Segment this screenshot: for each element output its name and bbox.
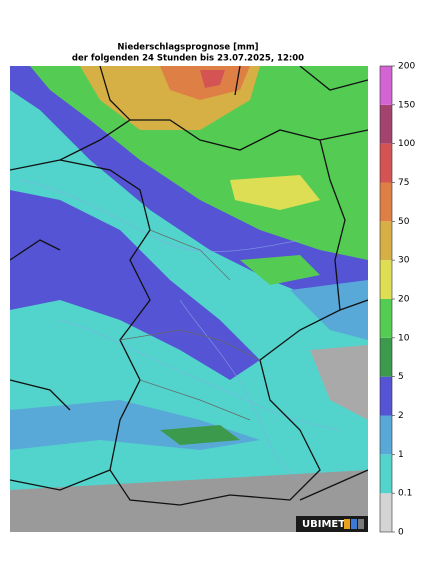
colorbar-bin (380, 299, 392, 338)
colorbar-label: 0 (398, 528, 404, 538)
colorbar-bin (380, 143, 392, 183)
colorbar-label: 150 (398, 100, 415, 110)
colorbar-bin (380, 260, 392, 299)
colorbar-label: 0.1 (398, 489, 412, 499)
colorbar-bin (380, 415, 392, 455)
colorbar-label: 50 (398, 217, 410, 227)
colorbar-bin (380, 376, 392, 416)
colorbar-label: 200 (398, 62, 415, 72)
map-subtitle: der folgenden 24 Stunden bis 23.07.2025,… (72, 54, 304, 64)
colorbar: 0 0.1 1 2 5 10 20 30 50 75 100 150 200 (379, 62, 415, 538)
colorbar-bin (380, 337, 392, 377)
colorbar-bin (380, 66, 392, 105)
colorbar-label: 20 (398, 295, 410, 305)
colorbar-label: 10 (398, 333, 410, 343)
colorbar-bin (380, 104, 392, 144)
colorbar-label: 5 (398, 372, 404, 382)
logo: UBIMET (302, 519, 345, 530)
colorbar-label: 100 (398, 139, 415, 149)
colorbar-label: 75 (398, 178, 409, 188)
colorbar-bin (380, 221, 392, 261)
colorbar-label: 30 (398, 256, 410, 266)
colorbar-bin (380, 493, 392, 532)
colorbar-label: 2 (398, 411, 404, 421)
map-title: Niederschlagsprognose [mm] (117, 43, 258, 53)
colorbar-label: 1 (398, 450, 404, 460)
map: UBIMET (10, 66, 368, 532)
colorbar-bin (380, 454, 392, 494)
colorbar-bin (380, 182, 392, 222)
